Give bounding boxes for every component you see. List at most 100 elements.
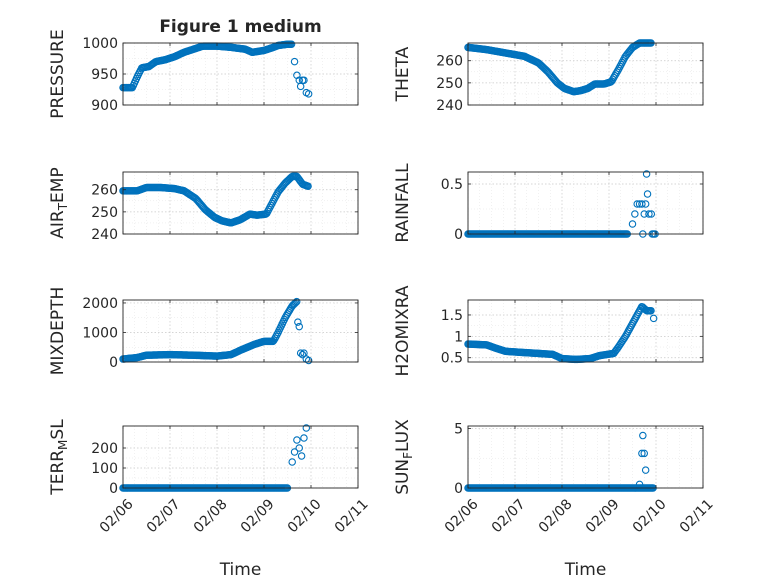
y-axis-label-part: H2OMIXRA (393, 285, 413, 376)
data-point (638, 200, 646, 208)
data-point (295, 444, 303, 452)
data-point (304, 182, 312, 190)
data-point (642, 170, 651, 178)
x-axis-label: Time (564, 560, 607, 580)
y-tick-label: 1000 (82, 36, 118, 52)
y-axis-label: TERRMSL (48, 419, 70, 496)
y-axis-label-part: MIXDEPTH (48, 287, 68, 376)
data-point (647, 210, 656, 218)
y-tick-label: 900 (91, 98, 118, 114)
y-tick-label: 950 (91, 67, 118, 83)
y-tick-label: 5 (454, 421, 463, 437)
subplot-theta: 240 250 260 THETA (393, 39, 704, 114)
y-tick-label: 260 (91, 183, 118, 199)
y-axis-label-part: LUX (393, 419, 413, 452)
data-point (638, 449, 646, 458)
data-point (290, 57, 299, 66)
y-tick-label: 0 (109, 481, 118, 497)
data-point (302, 424, 311, 432)
subplot-rainfall: 0 0.5 RAINFALL (393, 163, 704, 243)
series-markers (119, 297, 313, 365)
series-markers (119, 40, 313, 98)
data-point (288, 458, 296, 466)
y-axis-label-part: SUN (393, 459, 413, 495)
y-tick-label: 250 (436, 76, 463, 92)
data-point (639, 431, 647, 440)
data-point (295, 322, 303, 331)
y-tick-label: 240 (436, 98, 463, 114)
axes-box (467, 171, 704, 235)
y-tick-label: 250 (91, 205, 118, 221)
data-point (291, 298, 300, 307)
series-markers (119, 172, 312, 227)
y-tick-label: 1000 (82, 325, 118, 341)
y-tick-label: 0.5 (441, 177, 463, 193)
data-point (631, 210, 639, 218)
y-tick-label: 0 (109, 355, 118, 371)
data-point (300, 76, 308, 84)
series-markers (464, 39, 655, 96)
figure-title: Figure 1 medium (159, 17, 321, 37)
data-point (640, 449, 648, 458)
data-point (297, 452, 306, 460)
y-tick-label: 0 (454, 227, 463, 243)
y-tick-label: 100 (91, 461, 118, 477)
y-tick-label: 240 (91, 227, 118, 243)
y-tick-label: 1 (454, 329, 463, 345)
subplot-pressure: 900 950 1000 PRESSURE Figure 1 medium (48, 17, 359, 119)
y-axis-label: AIRTEMP (48, 167, 70, 238)
y-axis-label-part: THETA (393, 46, 413, 102)
data-point (640, 210, 648, 218)
y-axis-label-part: AIR (48, 210, 68, 239)
y-tick-label: 260 (436, 54, 463, 70)
data-point (628, 220, 637, 228)
axes-box (122, 299, 359, 363)
data-point (304, 90, 313, 98)
y-axis-label-part: T (56, 202, 70, 211)
x-axis-label: Time (219, 560, 262, 580)
y-axis-label: THETA (393, 46, 413, 102)
y-axis-label: SUNFLUX (393, 419, 415, 495)
data-point (649, 314, 658, 323)
axes-box (467, 425, 704, 489)
y-axis-label-part: M (56, 440, 70, 450)
y-axis-label-part: TERR (48, 450, 68, 496)
axes-box (122, 425, 359, 489)
data-point (304, 356, 313, 365)
y-axis-label: H2OMIXRA (393, 285, 413, 376)
y-axis-label: MIXDEPTH (48, 287, 68, 376)
y-axis-label-part: F (401, 452, 415, 459)
y-axis-label: PRESSURE (48, 29, 68, 118)
y-tick-label: 0 (454, 481, 463, 497)
data-point (292, 297, 301, 306)
data-point (290, 448, 299, 456)
y-axis-label-part: SL (48, 419, 68, 440)
subplot-h2omixra: 0.5 1 1.5 H2OMIXRA (393, 285, 704, 377)
data-point (293, 436, 301, 444)
data-point (643, 190, 652, 198)
y-tick-label: 2000 (82, 296, 118, 312)
y-tick-label: 200 (91, 441, 118, 457)
series-markers (464, 303, 658, 364)
data-point (294, 318, 302, 326)
y-axis-label-part: PRESSURE (48, 29, 68, 118)
data-point (298, 350, 307, 359)
y-axis-label: RAINFALL (393, 163, 413, 243)
subplot-air_temp: 240 250 260 AIRTEMP (48, 167, 359, 243)
y-axis-label-part: EMP (48, 167, 68, 203)
data-point (296, 349, 305, 357)
data-point (641, 200, 650, 208)
y-axis-label-part: RAINFALL (393, 163, 413, 243)
axes-box (467, 42, 704, 106)
y-tick-label: 0.5 (441, 351, 463, 367)
axes-box (467, 299, 704, 363)
subplot-mixdepth: 0 1000 2000 MIXDEPTH (48, 287, 359, 376)
data-point (647, 306, 655, 315)
data-point (645, 210, 653, 218)
data-point (641, 466, 650, 474)
axes-box (122, 171, 359, 235)
data-point (633, 200, 641, 208)
y-tick-label: 1.5 (441, 308, 463, 324)
